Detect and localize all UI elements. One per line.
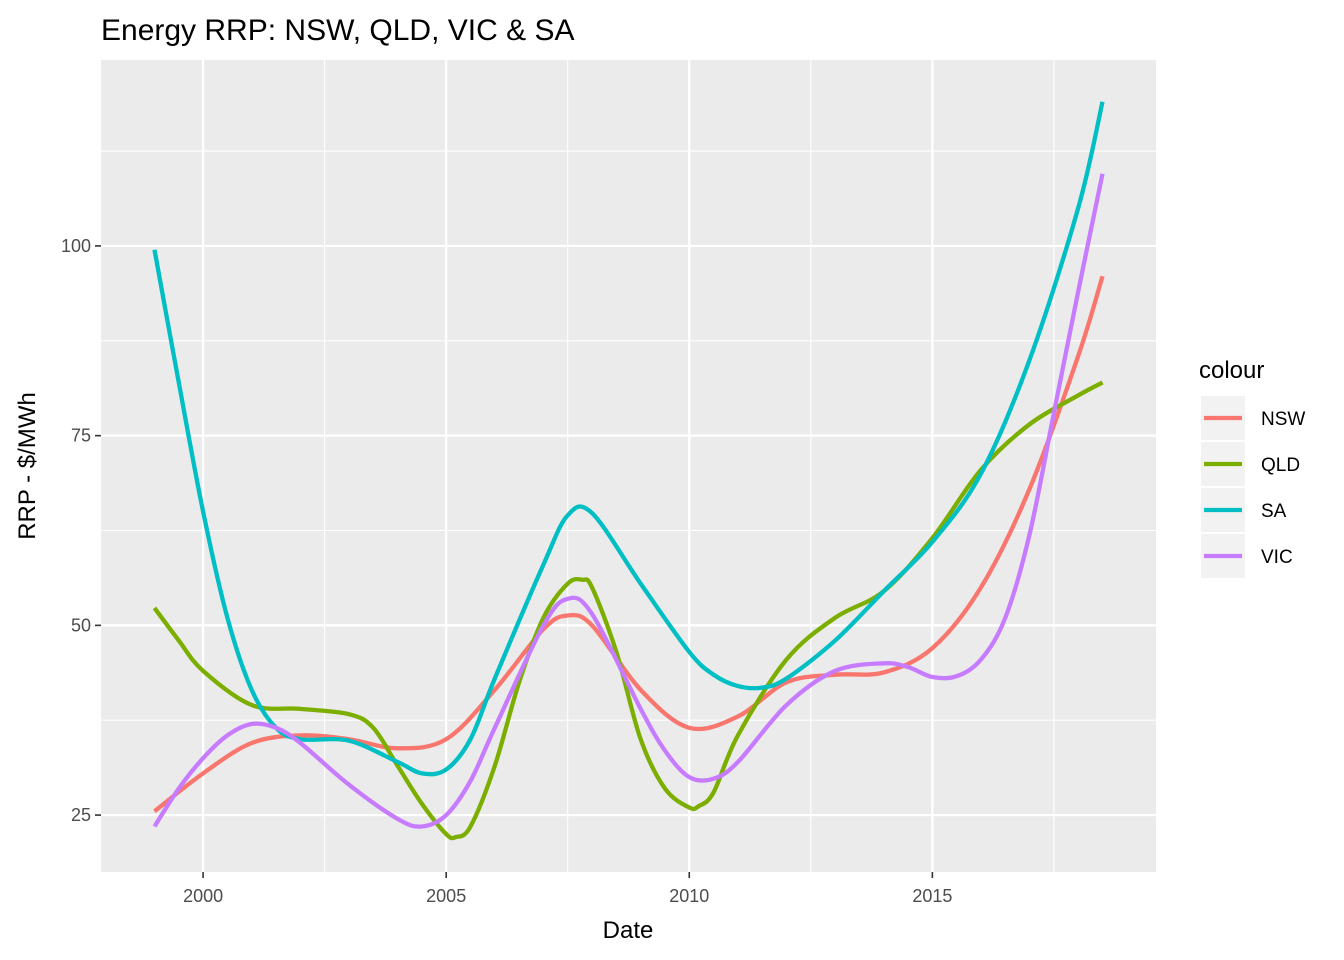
series-line-vic bbox=[152, 173, 1105, 829]
y-tick-label: 75 bbox=[71, 426, 91, 446]
series-line-sa bbox=[152, 101, 1105, 777]
grid-minor bbox=[101, 60, 1156, 872]
y-axis-title: RRP - $/MWh bbox=[14, 392, 41, 540]
x-axis-title: Date bbox=[603, 917, 654, 944]
y-tick-label: 50 bbox=[71, 615, 91, 635]
legend-item-nsw: NSW bbox=[1201, 396, 1305, 440]
y-tick-label: 25 bbox=[71, 805, 91, 825]
legend-title: colour bbox=[1199, 357, 1264, 384]
grid-major bbox=[101, 60, 1156, 872]
x-axis-ticks: 2000 2005 2010 2015 bbox=[183, 872, 952, 906]
plot-panel bbox=[101, 60, 1156, 872]
chart-title: Energy RRP: NSW, QLD, VIC & SA bbox=[101, 14, 574, 47]
x-tick-label: 2005 bbox=[426, 886, 466, 906]
legend-item-vic: VIC bbox=[1201, 534, 1293, 578]
x-tick-label: 2000 bbox=[183, 886, 223, 906]
legend-item-qld: QLD bbox=[1201, 442, 1300, 486]
legend-label: QLD bbox=[1261, 455, 1300, 476]
series-lines bbox=[152, 101, 1105, 841]
x-tick-label: 2010 bbox=[669, 886, 709, 906]
y-tick-label: 100 bbox=[61, 236, 91, 256]
legend: colour NSW QLD SA VIC bbox=[1199, 357, 1305, 578]
legend-label: VIC bbox=[1261, 547, 1293, 568]
x-tick-label: 2015 bbox=[912, 886, 952, 906]
legend-label: SA bbox=[1261, 501, 1287, 522]
y-axis-ticks: 25 50 75 100 bbox=[61, 236, 101, 825]
legend-label: NSW bbox=[1261, 409, 1305, 430]
legend-item-sa: SA bbox=[1201, 488, 1287, 532]
